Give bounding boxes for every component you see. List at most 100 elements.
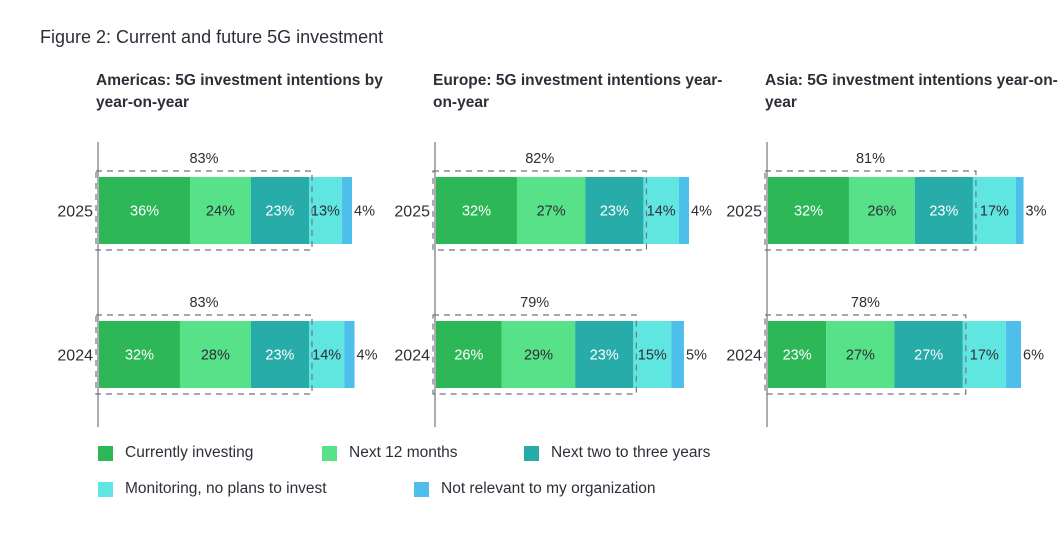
data-label: 14% (312, 348, 341, 364)
data-label: 29% (524, 348, 553, 364)
legend-item-currently-investing: Currently investing (98, 444, 253, 462)
category-label: 2025 (726, 204, 762, 221)
bar-segment-currently-investing (99, 177, 191, 244)
bar-segment-monitoring (643, 177, 679, 244)
data-label: 4% (357, 348, 378, 364)
bar-segment-next-two-to-three-years (250, 321, 309, 388)
bar-segment-not-relevant (671, 321, 684, 388)
data-label: 17% (970, 348, 999, 364)
category-label: 2025 (394, 204, 430, 221)
bar-segment-monitoring (633, 321, 672, 388)
data-label: 32% (794, 204, 823, 220)
legend-label: Not relevant to my organization (441, 480, 656, 497)
data-label: 24% (206, 204, 235, 220)
figure-title: Figure 2: Current and future 5G investme… (40, 27, 384, 47)
bar-segment-currently-investing (768, 321, 827, 388)
legend-swatch (98, 445, 113, 461)
category-label: 2024 (726, 348, 762, 365)
bar-segment-not-relevant (1015, 177, 1024, 244)
data-label: 5% (686, 348, 707, 364)
panel-title: Asia: 5G investment intentions year-on-y… (765, 72, 1058, 111)
panel-title: Americas: 5G investment intentions by ye… (96, 72, 383, 111)
bracket-total-label: 83% (189, 295, 218, 311)
data-label: 13% (311, 204, 340, 220)
bar-segment-next-two-to-three-years (250, 177, 309, 244)
bar-segment-next-two-to-three-years (914, 177, 973, 244)
data-label: 26% (454, 348, 483, 364)
data-label: 32% (462, 204, 491, 220)
bar-segment-monitoring (308, 177, 342, 244)
data-label: 3% (1026, 204, 1047, 220)
bar-segment-monitoring (308, 321, 345, 388)
data-label: 14% (647, 204, 676, 220)
data-label: 27% (537, 204, 566, 220)
bracket-box (764, 314, 967, 395)
legend-label: Next 12 months (349, 444, 458, 461)
panel-title: Europe: 5G investment intentions year-on… (433, 72, 723, 111)
bar-segment-next-12-months (826, 321, 895, 388)
data-label: 23% (265, 204, 294, 220)
legend-item-next-two-to-three-years: Next two to three years (524, 444, 710, 462)
bracket-total-label: 81% (856, 151, 885, 167)
data-label: 23% (929, 204, 958, 220)
panel-europe: Europe: 5G investment intentions year-on… (394, 70, 753, 435)
chart-europe: 2025 32% 27% 23% 14% 4% 82% 2024 26% 29% 23% 15% 5% 7… (394, 142, 712, 427)
data-label: 23% (783, 348, 812, 364)
data-label: 28% (201, 348, 230, 364)
data-label: 23% (590, 348, 619, 364)
data-label: 23% (600, 204, 629, 220)
legend-label: Currently investing (125, 444, 254, 461)
legend-item-not-relevant: Not relevant to my organization (414, 480, 656, 498)
bar-segment-next-two-to-three-years (894, 321, 963, 388)
data-label: 27% (846, 348, 875, 364)
bar-segment-next-two-to-three-years (585, 177, 644, 244)
bar-segment-currently-investing (768, 177, 849, 244)
data-label: 23% (265, 348, 294, 364)
bar-segment-not-relevant (1005, 321, 1021, 388)
bar-segment-next-12-months (190, 177, 251, 244)
data-label: 15% (638, 348, 667, 364)
bar-segment-next-12-months (179, 321, 251, 388)
data-label: 26% (867, 204, 896, 220)
category-label: 2025 (57, 204, 93, 221)
data-label: 6% (1023, 348, 1044, 364)
legend-swatch (322, 445, 337, 461)
data-label: 27% (914, 348, 943, 364)
panel-asia: Asia: 5G investment intentions year-on-y… (726, 70, 1061, 435)
bar-segment-next-12-months (848, 177, 915, 244)
data-label: 32% (125, 348, 154, 364)
chart-americas: 2025 36% 24% 23% 13% 4% 83% 2024 32% 28% 23% 14% 4% 8… (57, 142, 378, 427)
bar-segment-not-relevant (678, 177, 689, 244)
bracket-box (764, 170, 977, 251)
bar-segment-next-12-months (501, 321, 576, 388)
chart-asia: 2025 32% 26% 23% 17% 3% 81% 2024 23% 27% 27% 17% 6% 7… (726, 142, 1047, 427)
bar-segment-not-relevant (344, 321, 355, 388)
category-label: 2024 (394, 348, 430, 365)
bracket-box (95, 314, 313, 395)
bar-segment-monitoring (962, 321, 1006, 388)
bracket-box (432, 170, 648, 251)
bar-segment-currently-investing (436, 177, 517, 244)
legend-item-monitoring: Monitoring, no plans to invest (98, 480, 327, 498)
bar-segment-monitoring (972, 177, 1016, 244)
bracket-box (432, 314, 637, 395)
data-label: 36% (130, 204, 159, 220)
bracket-total-label: 78% (851, 295, 880, 311)
legend-swatch (98, 481, 113, 497)
bracket-box (95, 170, 313, 251)
bracket-total-label: 83% (189, 151, 218, 167)
data-label: 4% (354, 204, 375, 220)
legend-swatch (524, 445, 539, 461)
bar-segment-not-relevant (341, 177, 352, 244)
bracket-total-label: 82% (525, 151, 554, 167)
data-label: 17% (980, 204, 1009, 220)
legend-swatch (414, 481, 429, 497)
legend-label: Next two to three years (551, 444, 711, 461)
legend-item-next-12-months: Next 12 months (322, 444, 458, 462)
bar-segment-next-12-months (516, 177, 586, 244)
data-label: 4% (691, 204, 712, 220)
category-label: 2024 (57, 348, 93, 365)
bar-segment-currently-investing (99, 321, 180, 388)
bar-segment-currently-investing (436, 321, 502, 388)
panel-americas: Americas: 5G investment intentions by ye… (57, 70, 416, 435)
